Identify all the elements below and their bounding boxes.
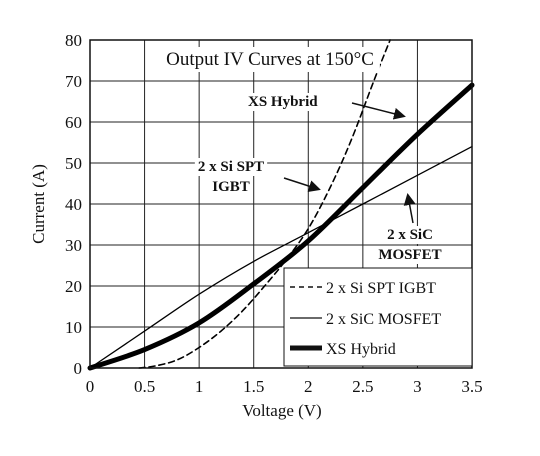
- x-tick-label: 0: [86, 377, 95, 396]
- annotations: XS Hybrid 2 x Si SPT IGBT 2 x SiC MOSFET: [194, 93, 445, 264]
- y-tick-label: 60: [65, 113, 82, 132]
- x-tick-label: 1: [195, 377, 204, 396]
- tick-labels: 0 0.5 1 1.5 2 2.5 3 3.5 0 10 20 30 40 50 60 70 80: [65, 31, 483, 396]
- y-tick-label: 10: [65, 318, 82, 337]
- annotation-background: [375, 246, 445, 264]
- x-tick-label: 0.5: [134, 377, 155, 396]
- y-tick-label: 20: [65, 277, 82, 296]
- annotation-background: [384, 226, 436, 244]
- legend-label-mosfet: 2 x SiC MOSFET: [326, 311, 441, 328]
- legend-label-xs-hybrid: XS Hybrid: [326, 341, 396, 358]
- series-layer: [87, 39, 475, 371]
- y-tick-label: 50: [65, 154, 82, 173]
- series-line-2-x-si-spt-igbt: [138, 39, 391, 369]
- annotation-xs-hybrid: XS Hybrid: [248, 94, 318, 110]
- chart-title: Output IV Curves at 150°C: [166, 49, 374, 70]
- x-tick-label: 1.5: [243, 377, 264, 396]
- annotation-mosfet-line2: MOSFET: [378, 247, 441, 263]
- y-tick-label: 70: [65, 72, 82, 91]
- annotation-igbt-line2: IGBT: [212, 179, 250, 195]
- series-line-xs-hybrid: [87, 82, 475, 371]
- annotation-igbt-line1: 2 x Si SPT: [198, 159, 264, 175]
- y-tick-label: 30: [65, 236, 82, 255]
- plot-frame: [89, 39, 473, 369]
- annotation-background: [209, 178, 253, 196]
- x-tick-label: 2: [304, 377, 313, 396]
- annotation-mosfet-line1: 2 x SiC: [387, 227, 433, 243]
- annotation-background: [245, 93, 322, 111]
- annotation-background: [194, 158, 268, 176]
- legend-label-igbt: 2 x Si SPT IGBT: [326, 280, 436, 297]
- y-tick-label: 80: [65, 31, 82, 50]
- x-tick-label: 3.5: [461, 377, 482, 396]
- annotation-mosfet-arrow: [403, 193, 416, 224]
- x-tick-label: 3: [413, 377, 422, 396]
- title-background: [160, 47, 380, 72]
- y-tick-label: 0: [74, 359, 83, 378]
- y-tick-label: 40: [65, 195, 82, 214]
- x-tick-label: 2.5: [352, 377, 373, 396]
- x-axis-label: Voltage (V): [242, 401, 321, 420]
- legend: 2 x Si SPT IGBT 2 x SiC MOSFET XS Hybrid: [283, 267, 473, 367]
- y-axis-label: Current (A): [29, 164, 48, 244]
- annotation-xs-hybrid-arrow: [351, 102, 406, 120]
- series-line-2-x-sic-mosfet: [89, 145, 473, 369]
- annotation-igbt-arrow: [283, 177, 321, 192]
